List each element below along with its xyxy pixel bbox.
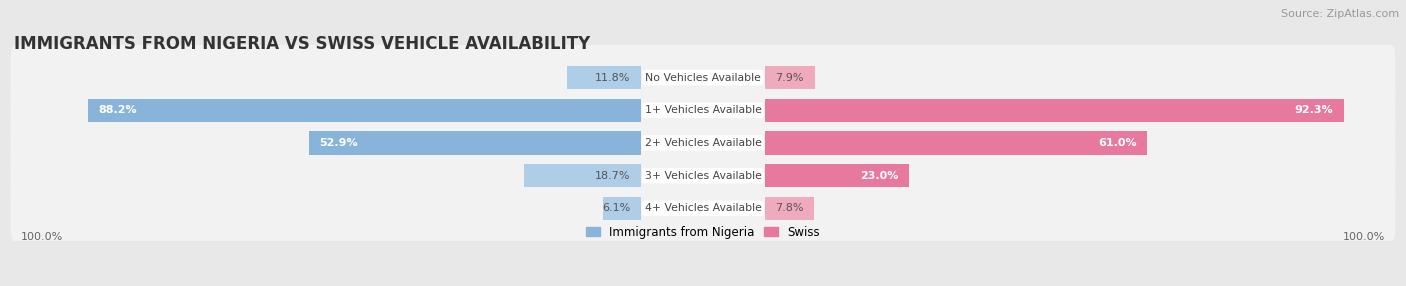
Bar [524,164,641,187]
FancyBboxPatch shape [11,45,1395,110]
Text: 18.7%: 18.7% [595,171,631,181]
Text: 6.1%: 6.1% [602,203,631,213]
Text: 11.8%: 11.8% [595,73,631,83]
Bar [309,131,641,155]
Text: 92.3%: 92.3% [1295,105,1333,115]
FancyBboxPatch shape [11,110,1395,176]
Bar [765,196,814,220]
Text: 1+ Vehicles Available: 1+ Vehicles Available [644,105,762,115]
FancyBboxPatch shape [11,78,1395,143]
Bar [765,66,814,90]
Text: 4+ Vehicles Available: 4+ Vehicles Available [644,203,762,213]
Text: 52.9%: 52.9% [319,138,359,148]
Bar [567,66,641,90]
Text: No Vehicles Available: No Vehicles Available [645,73,761,83]
Text: 100.0%: 100.0% [1343,232,1385,242]
Text: 2+ Vehicles Available: 2+ Vehicles Available [644,138,762,148]
Bar [765,131,1147,155]
Text: 7.8%: 7.8% [775,203,804,213]
Text: 88.2%: 88.2% [98,105,136,115]
Text: 7.9%: 7.9% [775,73,804,83]
Bar [765,99,1344,122]
Text: 3+ Vehicles Available: 3+ Vehicles Available [644,171,762,181]
FancyBboxPatch shape [11,176,1395,241]
Text: Source: ZipAtlas.com: Source: ZipAtlas.com [1281,9,1399,19]
Bar [603,196,641,220]
FancyBboxPatch shape [11,143,1395,208]
Text: 23.0%: 23.0% [860,171,898,181]
Text: 100.0%: 100.0% [21,232,63,242]
Bar [765,164,910,187]
Text: 61.0%: 61.0% [1098,138,1137,148]
Bar [89,99,641,122]
Text: IMMIGRANTS FROM NIGERIA VS SWISS VEHICLE AVAILABILITY: IMMIGRANTS FROM NIGERIA VS SWISS VEHICLE… [14,35,591,53]
Legend: Immigrants from Nigeria, Swiss: Immigrants from Nigeria, Swiss [581,221,825,243]
